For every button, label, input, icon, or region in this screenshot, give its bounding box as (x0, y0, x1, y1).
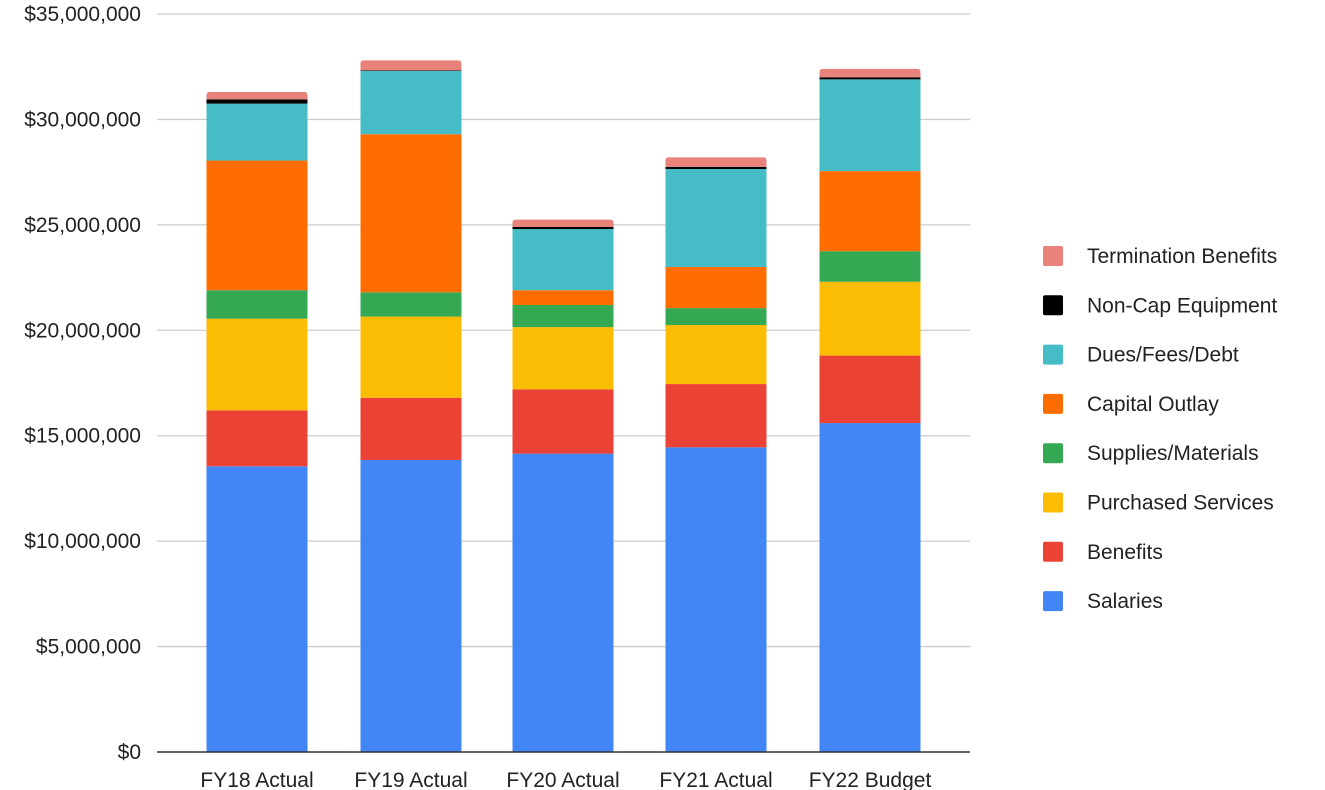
bar-segment-supplies-materials (512, 304, 614, 328)
bar-segment-purchased-services (206, 318, 308, 411)
legend-swatch (1043, 393, 1063, 414)
bar-segment-dues-fees-debt (819, 79, 921, 172)
bar-segment-non-cap-equipment (512, 226, 614, 230)
bar-segment-purchased-services (819, 281, 921, 356)
bar-segment-supplies-materials (360, 292, 462, 317)
bar-segment-benefits (512, 389, 614, 454)
y-tick-label: $15,000,000 (24, 425, 141, 448)
bar-segment-non-cap-equipment (819, 77, 921, 80)
bar-segment-purchased-services (665, 325, 767, 385)
bar-segment-dues-fees-debt (360, 70, 462, 135)
legend-label: Supplies/Materials (1087, 442, 1259, 465)
bar-segment-termination-benefits (360, 60, 462, 71)
bar-segment-dues-fees-debt (206, 103, 308, 161)
legend-label: Capital Outlay (1087, 393, 1219, 416)
bar-segment-supplies-materials (665, 308, 767, 326)
y-tick-label: $10,000,000 (24, 530, 141, 553)
y-tick-label: $0 (118, 741, 141, 764)
legend-item: Salaries (1043, 590, 1163, 613)
bar-segment-non-cap-equipment (360, 70, 462, 71)
bar-segment-capital-outlay (512, 290, 614, 305)
legend-swatch (1043, 492, 1063, 513)
legend-swatch (1043, 246, 1063, 266)
legend-swatch (1043, 295, 1063, 316)
legend-label: Dues/Fees/Debt (1087, 344, 1239, 367)
bar-segment-dues-fees-debt (512, 229, 614, 291)
bar-segment-capital-outlay (360, 134, 462, 293)
bar-segment-salaries (819, 423, 921, 752)
y-axis-tick-labels: $0 $5,000,000 $10,000,000 $15,000,000 $20,00… (24, 3, 141, 764)
legend-item: Termination Benefits (1043, 245, 1277, 268)
bar-segment-non-cap-equipment (665, 166, 767, 169)
bar-segment-salaries (512, 453, 614, 752)
y-tick-label: $25,000,000 (24, 214, 141, 237)
legend-swatch (1043, 443, 1063, 464)
bar-segment-salaries (665, 447, 767, 752)
legend-swatch (1043, 541, 1063, 562)
bar-segment-termination-benefits (512, 219, 614, 227)
bars (206, 60, 921, 752)
y-tick-label: $20,000,000 (24, 319, 141, 342)
bar-segment-salaries (206, 466, 308, 752)
bar-segment-capital-outlay (819, 171, 921, 252)
legend-label: Salaries (1087, 590, 1163, 613)
x-axis-tick-labels: FY18 Actual FY19 Actual FY20 Actual FY21 Ac… (200, 769, 931, 790)
legend-label: Termination Benefits (1087, 245, 1277, 268)
legend-label: Non-Cap Equipment (1087, 294, 1277, 317)
bar-segment-benefits (206, 410, 308, 467)
y-tick-label: $5,000,000 (36, 636, 141, 659)
bar-segment-non-cap-equipment (206, 99, 308, 104)
bar-segment-purchased-services (512, 327, 614, 390)
legend-item: Benefits (1043, 541, 1163, 564)
legend-item: Non-Cap Equipment (1043, 294, 1277, 317)
bar-segment-termination-benefits (206, 92, 308, 100)
y-tick-label: $30,000,000 (24, 108, 141, 131)
bar-segment-supplies-materials (819, 251, 921, 282)
legend-label: Purchased Services (1087, 492, 1274, 515)
legend-item: Supplies/Materials (1043, 442, 1259, 465)
bar-segment-benefits (819, 355, 921, 424)
legend-swatch (1043, 591, 1063, 612)
x-tick-label: FY20 Actual (506, 769, 619, 790)
bar-segment-termination-benefits (819, 68, 921, 78)
bar-segment-salaries (360, 459, 462, 752)
legend: Termination Benefits Non-Cap Equipment Due… (1043, 245, 1277, 613)
bar-segment-benefits (360, 397, 462, 460)
legend-swatch (1043, 344, 1063, 365)
legend-item: Dues/Fees/Debt (1043, 344, 1239, 367)
x-tick-label: FY19 Actual (354, 769, 467, 790)
x-tick-label: FY22 Budget (809, 769, 932, 790)
legend-item: Purchased Services (1043, 492, 1274, 515)
bar-segment-dues-fees-debt (665, 168, 767, 268)
bar-segment-supplies-materials (206, 290, 308, 319)
x-tick-label: FY18 Actual (200, 769, 313, 790)
bar-segment-capital-outlay (206, 160, 308, 291)
legend-item: Capital Outlay (1043, 393, 1219, 416)
bar-segment-termination-benefits (665, 157, 767, 167)
x-tick-label: FY21 Actual (659, 769, 772, 790)
legend-label: Benefits (1087, 541, 1163, 564)
y-tick-label: $35,000,000 (24, 3, 141, 26)
bar-segment-benefits (665, 384, 767, 448)
bar-segment-purchased-services (360, 316, 462, 398)
bar-segment-capital-outlay (665, 267, 767, 309)
